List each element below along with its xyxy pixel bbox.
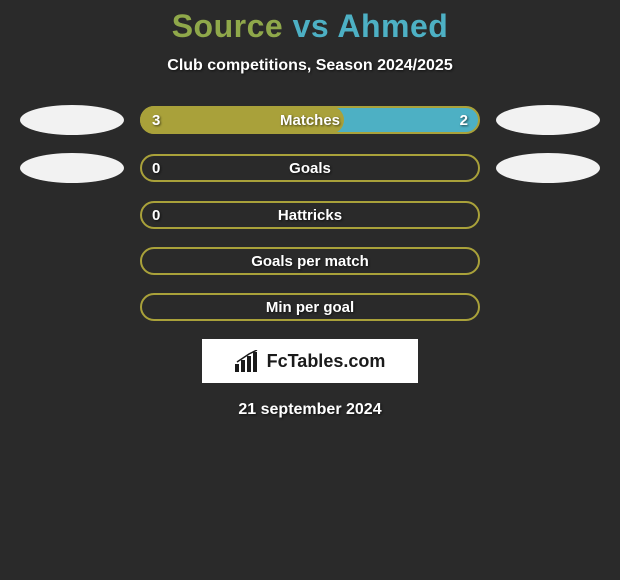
fctables-logo-icon bbox=[235, 350, 261, 372]
stat-bar: Goals per match bbox=[140, 247, 480, 275]
stat-value-left: 0 bbox=[152, 201, 160, 229]
player1-name: Source bbox=[172, 8, 283, 44]
stat-bar: Matches3 2 bbox=[140, 106, 480, 134]
stat-value-right: 2 bbox=[460, 106, 468, 134]
stat-label: Hattricks bbox=[140, 201, 480, 229]
stat-bar: Hattricks0 bbox=[140, 201, 480, 229]
player1-avatar-ellipse bbox=[20, 153, 124, 183]
player2-name: Ahmed bbox=[337, 8, 448, 44]
stat-value-left: 3 bbox=[152, 106, 160, 134]
stat-label: Matches bbox=[140, 106, 480, 134]
stat-label: Goals bbox=[140, 154, 480, 182]
card-subtitle: Club competitions, Season 2024/2025 bbox=[0, 57, 620, 75]
logo-box: FcTables.com bbox=[202, 339, 418, 383]
stat-value-left: 0 bbox=[152, 154, 160, 182]
stat-label: Min per goal bbox=[140, 293, 480, 321]
card-title: Source vs Ahmed bbox=[0, 8, 620, 45]
logo-text: FcTables.com bbox=[267, 351, 386, 372]
stat-row: Hattricks0 bbox=[0, 201, 620, 229]
stat-row: Matches3 2 bbox=[0, 105, 620, 135]
stat-label: Goals per match bbox=[140, 247, 480, 275]
comparison-card: Source vs Ahmed Club competitions, Seaso… bbox=[0, 0, 620, 419]
player1-avatar-ellipse bbox=[20, 105, 124, 135]
date-line: 21 september 2024 bbox=[0, 401, 620, 419]
stat-bar: Min per goal bbox=[140, 293, 480, 321]
stat-row: Goals0 bbox=[0, 153, 620, 183]
player2-avatar-ellipse bbox=[496, 105, 600, 135]
stat-row: Goals per match bbox=[0, 247, 620, 275]
vs-separator: vs bbox=[293, 8, 330, 44]
stat-bar: Goals0 bbox=[140, 154, 480, 182]
stat-row: Min per goal bbox=[0, 293, 620, 321]
player2-avatar-ellipse bbox=[496, 153, 600, 183]
comparison-rows: Matches32Goals0Hattricks0Goals per match… bbox=[0, 105, 620, 321]
